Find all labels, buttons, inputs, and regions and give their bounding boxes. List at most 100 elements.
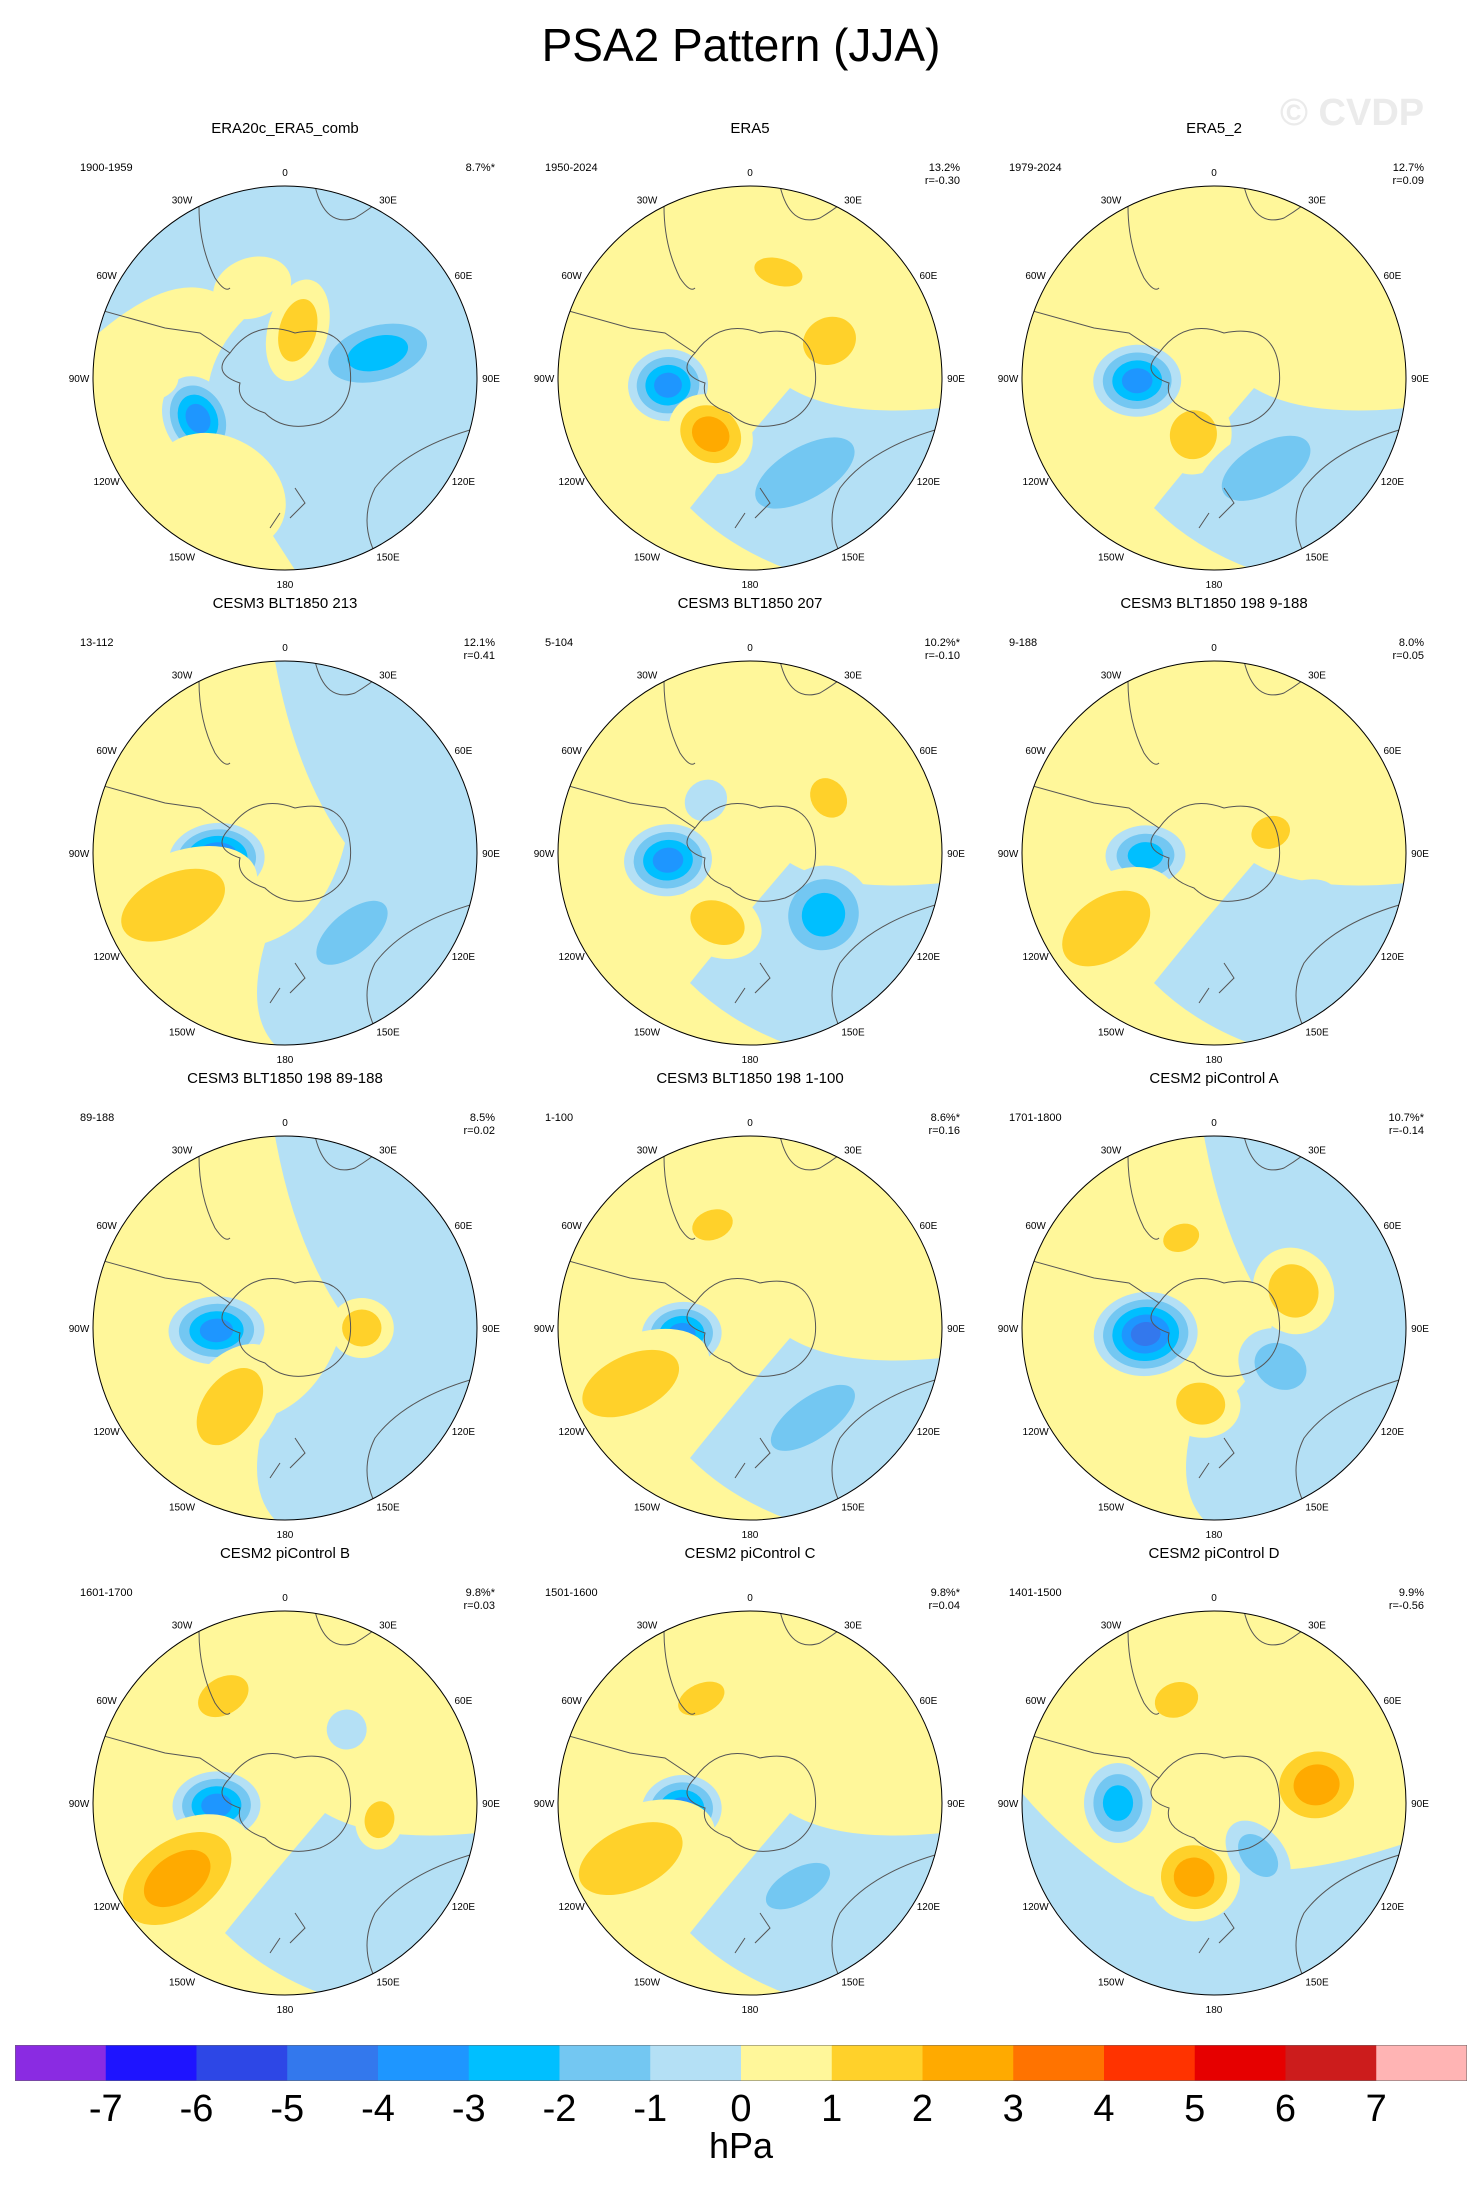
panel-title: CESM3 BLT1850 213 <box>212 595 358 612</box>
longitude-label: 150W <box>1098 1027 1125 1038</box>
colorbar-swatch <box>1285 2045 1377 2081</box>
antarctica-coastline <box>686 328 817 427</box>
polar-map: 0 30E 60E 90E 120E 150E 180 150W 120W 90W 60W 30W <box>998 1118 1430 1540</box>
positive-anomaly-contour <box>278 299 318 362</box>
colorbar-tick-label: 6 <box>1274 2088 1297 2130</box>
colorbar-tick-label: 7 <box>1365 2088 1387 2130</box>
positive-anomaly-contour <box>1154 1682 1199 1718</box>
panel-period: 1950-2024 <box>545 162 598 174</box>
colorbar-tick-label: -6 <box>179 2088 214 2130</box>
longitude-label: 90W <box>69 849 90 860</box>
peninsula-coastline <box>558 1257 696 1304</box>
longitude-label: 150E <box>1305 1027 1329 1038</box>
map-boundary <box>1021 1610 1407 1996</box>
panel-correlation: r=-0.14 <box>1388 1125 1424 1137</box>
panel-title: ERA5_2 <box>1186 120 1242 137</box>
longitude-label: 0 <box>282 1593 288 1604</box>
longitude-label: 30W <box>172 196 193 207</box>
longitude-label: 30W <box>1101 1621 1122 1632</box>
longitude-label: 120W <box>1023 477 1050 488</box>
longitude-label: 0 <box>1211 1593 1217 1604</box>
panel-correlation: r=0.16 <box>928 1125 961 1137</box>
panel-period: 1900-1959 <box>80 162 133 174</box>
longitude-label: 90W <box>534 849 555 860</box>
longitude-label: 120E <box>917 952 941 963</box>
positive-anomaly-contour <box>678 1681 725 1716</box>
positive-anomaly-contour <box>1251 815 1291 849</box>
longitude-label: 150E <box>376 1502 400 1513</box>
longitude-label: 90E <box>947 1799 965 1810</box>
new-zealand-coastline <box>1198 1912 1235 1954</box>
longitude-label: 30W <box>1101 671 1122 682</box>
longitude-label: 60E <box>920 1221 938 1232</box>
new-zealand-coastline <box>734 962 771 1004</box>
positive-anomaly-contour <box>364 1801 395 1839</box>
south-america-coastline <box>198 1136 231 1240</box>
positive-anomaly-contour <box>196 1368 264 1446</box>
south-america-coastline <box>1127 661 1160 765</box>
positive-anomaly-contour <box>690 900 745 946</box>
longitude-label: 120W <box>94 477 121 488</box>
colorbar-tick-label: 3 <box>1002 2088 1024 2130</box>
longitude-label: 60W <box>1025 746 1046 757</box>
positive-anomaly-contour <box>342 1309 382 1347</box>
longitude-label: 120W <box>1023 1427 1050 1438</box>
longitude-label: 120E <box>452 1427 476 1438</box>
colorbar-tick-label: -4 <box>361 2088 395 2130</box>
south-america-coastline <box>663 1611 696 1715</box>
colorbar-swatch <box>287 2045 379 2081</box>
colorbar-tick-label: -7 <box>88 2088 123 2130</box>
map-panel: ERA5 1950-2024 13.2% r=-0.30 0 30E 60E 90E 120E 1… <box>515 120 985 590</box>
new-zealand-coastline <box>734 487 771 529</box>
new-zealand-coastline <box>269 962 306 1004</box>
colorbar-tick-label: 4 <box>1093 2088 1115 2130</box>
antarctica-coastline <box>686 1753 817 1852</box>
peninsula-coastline <box>1022 1732 1160 1779</box>
longitude-label: 0 <box>1211 168 1217 179</box>
map-panel: CESM3 BLT1850 213 13-112 12.1% r=0.41 0 30E 60… <box>50 595 520 1065</box>
positive-anomaly-contour <box>1062 890 1151 967</box>
panel-title: CESM2 piControl A <box>1149 1070 1279 1087</box>
panel-title: CESM3 BLT1850 198 1-100 <box>656 1070 844 1087</box>
antarctica-coastline <box>1150 1278 1281 1377</box>
longitude-label: 90E <box>482 374 500 385</box>
antarctica-coastline <box>221 328 352 427</box>
australia-coastline <box>831 1377 942 1520</box>
panel-correlation: r=0.03 <box>463 1600 496 1612</box>
longitude-label: 60W <box>561 1696 582 1707</box>
panel-period: 1-100 <box>545 1112 574 1124</box>
peninsula-coastline <box>1022 782 1160 829</box>
polar-map: 0 30E 60E 90E 120E 150E 180 150W 120W 90W 60W 30W <box>69 1593 501 2015</box>
longitude-label: 30E <box>1308 1621 1326 1632</box>
longitude-label: 0 <box>747 1593 753 1604</box>
colorbar-tick-label: -3 <box>451 2088 486 2130</box>
negative-anomaly-contour <box>1221 435 1311 501</box>
longitude-label: 90W <box>998 1799 1019 1810</box>
longitude-label: 60W <box>96 271 117 282</box>
longitude-label: 180 <box>1206 2005 1223 2015</box>
longitude-label: 150E <box>841 552 865 563</box>
new-zealand-coastline <box>269 487 306 529</box>
longitude-label: 90E <box>482 849 500 860</box>
positive-region <box>558 186 942 570</box>
negative-anomaly-contour <box>1222 879 1340 987</box>
longitude-label: 150E <box>376 552 400 563</box>
negative-anomaly-contour <box>684 779 728 822</box>
longitude-label: 180 <box>1206 1530 1223 1540</box>
peninsula-coastline <box>1022 307 1160 354</box>
longitude-label: 60W <box>96 1696 117 1707</box>
longitude-label: 60E <box>455 1221 473 1232</box>
longitude-label: 60E <box>920 746 938 757</box>
positive-anomaly-contour <box>1169 410 1217 460</box>
longitude-label: 120E <box>917 1902 941 1913</box>
antarctica-coastline <box>1150 328 1281 427</box>
longitude-label: 90E <box>1411 374 1429 385</box>
longitude-label: 30W <box>637 1146 658 1157</box>
longitude-label: 120E <box>452 477 476 488</box>
longitude-label: 30W <box>172 671 193 682</box>
antarctica-coastline <box>686 803 817 902</box>
longitude-label: 0 <box>747 168 753 179</box>
panel-title: CESM3 BLT1850 207 <box>677 595 823 612</box>
antarctica-coastline <box>1150 1753 1281 1852</box>
panel-correlation: r=0.05 <box>1392 650 1425 662</box>
